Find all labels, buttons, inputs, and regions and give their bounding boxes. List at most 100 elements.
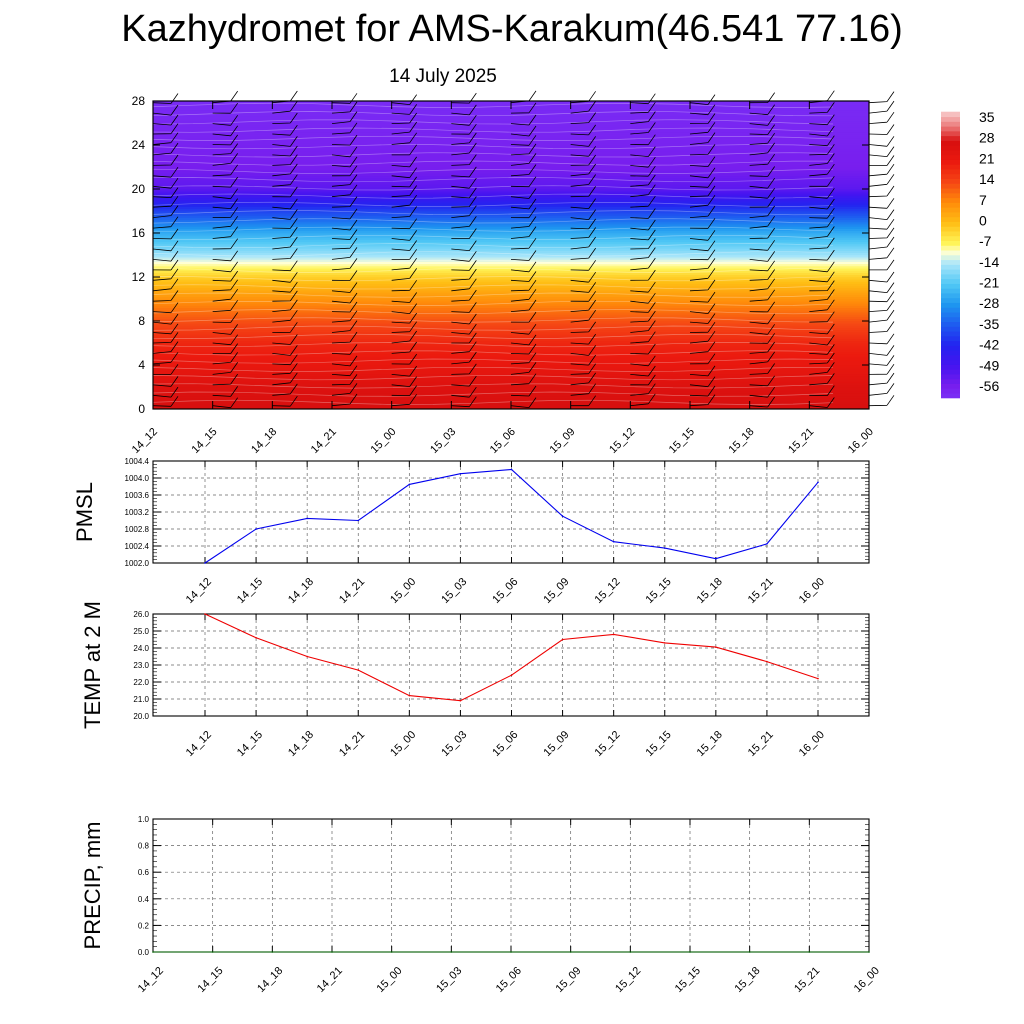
y-axis-label: PMSL [72, 482, 97, 542]
x-tick-label: 14_15 [235, 576, 265, 606]
wind-barb [689, 385, 716, 397]
wind-barb [630, 208, 656, 219]
colorbar-swatch [941, 335, 960, 342]
wind-barb [689, 205, 716, 218]
colorbar-label: -7 [979, 233, 992, 249]
x-tick-label: 15_15 [644, 729, 674, 759]
x-tick-label: 15_03 [434, 965, 464, 995]
wind-barb [689, 230, 716, 241]
x-tick-label: 15_12 [592, 729, 622, 759]
data-point [271, 951, 274, 953]
wind-barb [212, 125, 238, 137]
wind-barb [272, 248, 298, 260]
colorbar-swatch [941, 359, 960, 365]
heatmap-band [153, 190, 869, 194]
wind-barb [689, 177, 716, 188]
wind-barb [152, 364, 179, 375]
x-tick-label: 15_21 [792, 965, 822, 995]
wind-barb [152, 166, 179, 178]
wind-barb [809, 373, 835, 386]
wind-barb [212, 153, 238, 166]
wind-barb [331, 156, 358, 168]
heatmap-band [153, 124, 869, 128]
x-tick-label: 15_00 [368, 426, 398, 456]
wind-barb [391, 112, 417, 124]
heatmap-band [153, 276, 869, 280]
wind-barb [451, 177, 477, 189]
wind-barb [749, 153, 775, 166]
heatmap-band [153, 230, 869, 234]
x-tick-label: 15_15 [673, 965, 703, 995]
wind-barb [749, 132, 775, 145]
wind-barb [689, 94, 716, 105]
heatmap-band [153, 127, 869, 130]
colorbar-label: 0 [979, 212, 987, 228]
wind-barb [749, 269, 775, 281]
page-title: Kazhydromet for AMS-Karakum(46.541 77.16… [121, 8, 903, 50]
wind-barb [510, 176, 537, 188]
wind-barb [570, 321, 596, 333]
wind-barb [570, 309, 596, 323]
wind-barb [570, 136, 596, 147]
contour-line [152, 135, 834, 141]
wind-barb [212, 343, 238, 354]
heatmap-band [153, 263, 869, 267]
x-tick-label: 16_00 [797, 576, 827, 606]
data-point [612, 633, 615, 636]
wind-barb [749, 166, 775, 177]
wind-barb [331, 93, 358, 104]
wind-barb [331, 365, 358, 377]
data-point [766, 660, 768, 663]
wind-barb [391, 312, 417, 324]
wind-barb [689, 258, 716, 271]
x-tick-label: 14_12 [184, 729, 214, 759]
colorbar-swatch [941, 249, 960, 256]
wind-barb [868, 185, 895, 198]
data-point [748, 951, 751, 953]
wind-barbs [152, 90, 895, 409]
wind-barb [749, 177, 775, 189]
wind-barb [152, 195, 179, 208]
heatmap-band [153, 305, 869, 309]
contour-line [152, 185, 834, 191]
colorbar-swatch [941, 164, 960, 170]
colorbar-swatch [941, 345, 960, 351]
wind-barb [451, 115, 477, 126]
heatmap-band [153, 118, 869, 122]
contour-line [152, 309, 834, 315]
wind-barb [510, 352, 537, 365]
data-point [408, 483, 411, 486]
heatmap-band [153, 210, 869, 214]
y-tick-label: 23.0 [133, 661, 149, 670]
heatmap-band [153, 355, 869, 359]
contour-line [152, 152, 834, 158]
heatmap-band [153, 369, 869, 372]
x-tick-label: 15_21 [746, 729, 776, 759]
heatmap-band [153, 311, 869, 315]
y-tick-label: 24 [132, 138, 146, 152]
colorbar-swatch [941, 230, 960, 237]
wind-barb [809, 216, 835, 229]
heatmap-band [153, 397, 869, 401]
wind-barb [630, 281, 656, 293]
wind-barb [391, 121, 417, 135]
wind-barb [630, 257, 656, 271]
wind-barb [809, 249, 835, 261]
wind-barb [689, 156, 716, 167]
heatmap-band [153, 206, 869, 210]
wind-barb [749, 215, 775, 229]
colorbar-swatch [941, 392, 960, 399]
colorbar-swatch [941, 145, 960, 151]
wind-barb [570, 282, 596, 293]
heatmap-band [153, 109, 869, 113]
wind-barb [451, 196, 477, 208]
wind-barb [809, 176, 835, 187]
wind-barb [689, 303, 716, 314]
colorbar-swatch [941, 259, 960, 265]
wind-barb [689, 394, 716, 407]
y-tick-label: 20.0 [133, 712, 149, 721]
colorbar-label: -14 [979, 254, 999, 270]
wind-barb [749, 363, 775, 375]
wind-barb [331, 219, 358, 231]
wind-barb [272, 209, 298, 220]
